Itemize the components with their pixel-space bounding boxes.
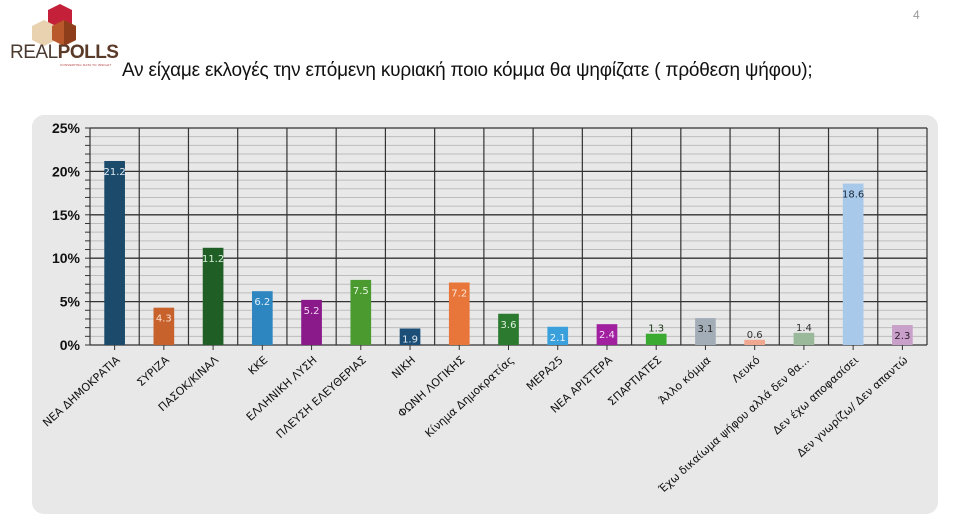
bar[interactable]: [251, 291, 273, 345]
x-tick-label: Άλλο κόμμα: [656, 354, 713, 407]
data-label: 21.2: [103, 167, 125, 178]
data-label: 2.3: [894, 331, 910, 342]
logo-tagline: CONVERTING DATA TO INSIGHT: [60, 63, 112, 67]
x-tick-label: Λευκό: [729, 353, 762, 385]
chart-title: Αν είχαμε εκλογές την επόμενη κυριακή πο…: [122, 60, 813, 81]
bar[interactable]: [399, 328, 421, 345]
y-tick-label: 15%: [52, 207, 81, 223]
bar[interactable]: [892, 325, 913, 345]
data-label: 0.6: [747, 330, 763, 341]
x-tick-label: ΝΙΚΗ: [389, 354, 418, 382]
page-number: 4: [913, 8, 920, 22]
x-tick-label: ΝΕΑ ΔΗΜΟΚΡΑΤΙΑ: [40, 353, 123, 429]
bars: 21.2 4.3 11.2 6.2 5.2 7.5 1.9 7.2 3.6 2.1 2.4 1.3 3.…: [103, 160, 913, 346]
data-label: 1.3: [648, 324, 664, 335]
bar[interactable]: [153, 307, 175, 345]
chart-panel: [32, 115, 938, 514]
data-label: 4.3: [156, 314, 172, 325]
logo-wordmark-part2: POLLS: [57, 42, 119, 63]
data-label: 5.2: [304, 306, 320, 317]
data-label: 18.6: [842, 190, 864, 201]
data-label: 3.1: [697, 324, 713, 335]
bar[interactable]: [202, 247, 224, 345]
x-tick-label: Κίνημα Δημοκρατίας: [422, 354, 516, 440]
y-tick-label: 5%: [60, 294, 81, 310]
bar[interactable]: [596, 324, 618, 345]
y-tick-label: 0%: [60, 337, 81, 353]
bar[interactable]: [744, 339, 766, 345]
data-label: 1.9: [402, 335, 418, 346]
bar[interactable]: [695, 318, 716, 345]
data-label: 6.2: [254, 297, 270, 308]
realpolls-logo: [8, 2, 112, 68]
logo-cubes-icon: [32, 4, 76, 46]
bar[interactable]: [301, 299, 322, 345]
x-tick-label: ΣΠΑΡΤΙΑΤΕΣ: [605, 354, 664, 409]
logo-wordmark-part1: REAL: [10, 42, 58, 63]
bar[interactable]: [448, 282, 470, 345]
logo-wordmark: REALPOLLS: [10, 42, 119, 64]
bar[interactable]: [350, 279, 372, 345]
bar[interactable]: [793, 332, 815, 345]
y-tick-label: 10%: [52, 250, 81, 266]
x-tick-label: ΣΥΡΙΖΑ: [134, 353, 172, 389]
y-tick-label: 25%: [52, 120, 81, 136]
x-tick-label: ΜΕΡΑ25: [524, 354, 566, 394]
x-tick-label: Δεν έχω αποφασίσει: [770, 353, 861, 437]
bar[interactable]: [104, 160, 125, 345]
x-tick-label: ΚΚΕ: [246, 354, 271, 378]
data-label: 3.6: [501, 320, 517, 331]
data-label: 7.5: [353, 286, 369, 297]
bar[interactable]: [547, 326, 569, 345]
data-label: 2.1: [550, 333, 566, 344]
bar[interactable]: [645, 333, 667, 345]
data-label: 11.2: [202, 254, 224, 265]
bar[interactable]: [842, 183, 864, 345]
data-label: 1.4: [796, 323, 812, 334]
y-axis-ticks: 0% 5% 10% 15% 20% 25%: [52, 120, 81, 353]
y-tick-label: 20%: [52, 163, 81, 179]
bar[interactable]: [498, 313, 519, 345]
x-tick-label: ΠΛΕΥΣΗ ΕΛΕΥΘΕΡΙΑΣ: [274, 354, 369, 442]
data-label: 2.4: [599, 330, 615, 341]
data-label: 7.2: [451, 289, 467, 300]
